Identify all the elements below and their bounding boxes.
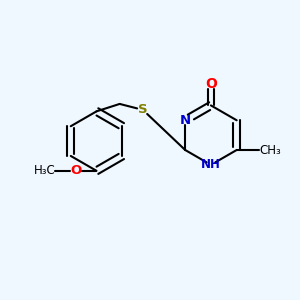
Text: NH: NH: [201, 158, 221, 171]
Text: S: S: [138, 103, 148, 116]
Text: O: O: [70, 164, 81, 177]
Text: H₃C: H₃C: [34, 164, 56, 177]
Text: O: O: [205, 77, 217, 91]
Text: N: N: [180, 114, 191, 127]
Text: CH₃: CH₃: [259, 143, 281, 157]
